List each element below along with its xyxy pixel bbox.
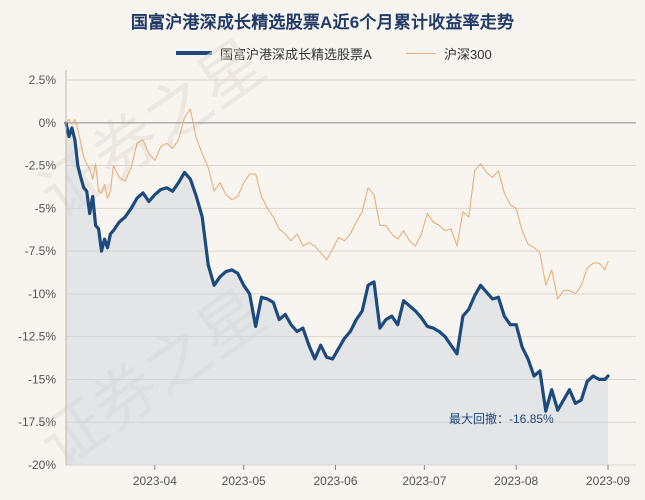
legend-label-fund: 国富沪港深成长精选股票A [220, 46, 372, 62]
grid-layer [66, 79, 636, 466]
x-tick-label: 2023-09 [586, 474, 630, 488]
series-layer [64, 108, 610, 413]
max-drawdown-label: 最大回撤：-16.85% [449, 411, 554, 426]
legend: 国富沪港深成长精选股票A 沪深300 [0, 43, 645, 63]
y-tick-label: 0% [39, 116, 57, 130]
legend-label-index: 沪深300 [444, 46, 492, 62]
legend-swatch-fund [176, 51, 212, 55]
y-tick-label: -20% [28, 458, 56, 472]
legend-swatch-index [406, 52, 436, 54]
x-tick-label: 2023-05 [222, 474, 266, 488]
series-area-0 [66, 122, 608, 466]
legend-item-index[interactable]: 沪深300 [406, 43, 492, 63]
annotation-layer: 最大回撤：-16.85% [449, 411, 554, 426]
x-tick-label: 2023-04 [133, 474, 177, 488]
y-tick-label: 2.5% [29, 73, 57, 87]
x-tick-label: 2023-06 [313, 474, 357, 488]
area-layer [66, 122, 608, 466]
x-tick-label: 2023-07 [402, 474, 446, 488]
y-tick-label: -17.5% [18, 415, 56, 429]
y-tick-label: -7.5% [25, 244, 57, 258]
chart-title: 国富沪港深成长精选股票A近6个月累计收益率走势 [130, 13, 515, 32]
x-tick-label: 2023-08 [494, 474, 538, 488]
y-tick-label: -15% [28, 372, 56, 386]
axis-layer: 2.5% 0% -2.5% -5% -7.5% -10% -12.5% -15% -17.5% -… [18, 70, 630, 488]
y-tick-label: -10% [28, 287, 56, 301]
y-tick-label: -5% [35, 201, 57, 215]
y-tick-label: -2.5% [25, 159, 57, 173]
series-line-1 [65, 108, 609, 300]
y-tick-label: -12.5% [18, 330, 56, 344]
series-line-0 [64, 121, 610, 413]
legend-item-fund[interactable]: 国富沪港深成长精选股票A [176, 43, 372, 63]
